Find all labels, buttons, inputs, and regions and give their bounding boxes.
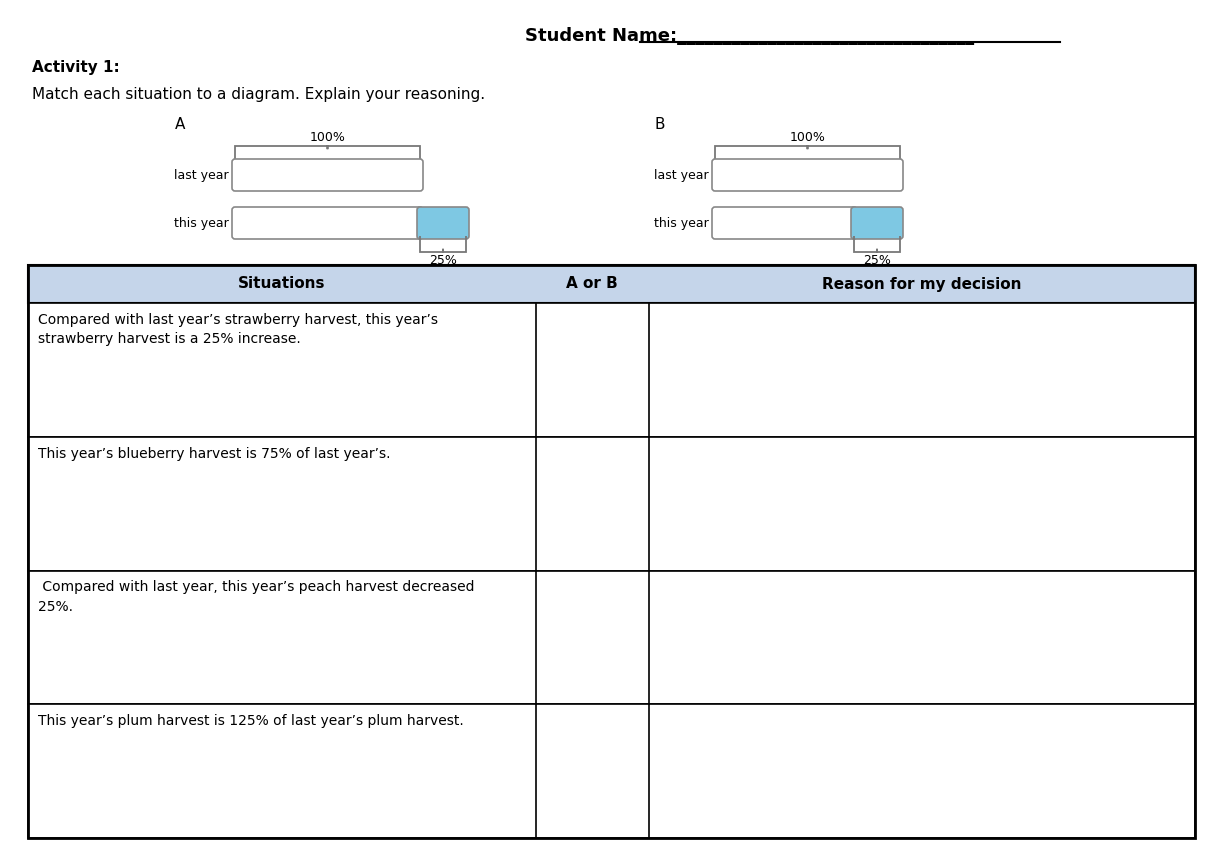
FancyBboxPatch shape [712,207,857,239]
Text: this year: this year [654,217,709,230]
Text: 25%: 25% [863,254,890,267]
Text: Student Name:_________________________________: Student Name:___________________________… [526,27,975,45]
Text: Compared with last year, this year’s peach harvest decreased
25%.: Compared with last year, this year’s pea… [38,580,475,614]
Text: This year’s plum harvest is 125% of last year’s plum harvest.: This year’s plum harvest is 125% of last… [38,715,464,728]
FancyBboxPatch shape [28,437,1195,570]
FancyBboxPatch shape [28,303,1195,437]
FancyBboxPatch shape [712,159,903,191]
FancyBboxPatch shape [28,704,1195,838]
Text: Reason for my decision: Reason for my decision [822,277,1021,292]
Text: A: A [175,117,186,132]
Text: Activity 1:: Activity 1: [32,60,120,75]
FancyBboxPatch shape [851,207,903,239]
FancyBboxPatch shape [28,570,1195,704]
FancyBboxPatch shape [232,159,423,191]
Text: this year: this year [174,217,229,230]
Text: 100%: 100% [790,131,826,144]
Text: last year: last year [175,169,229,181]
Text: Situations: Situations [238,277,325,292]
Text: 25%: 25% [429,254,457,267]
FancyBboxPatch shape [28,265,1195,303]
Text: B: B [656,117,665,132]
Text: Match each situation to a diagram. Explain your reasoning.: Match each situation to a diagram. Expla… [32,87,486,102]
FancyBboxPatch shape [417,207,468,239]
Text: A or B: A or B [566,277,618,292]
Text: 100%: 100% [309,131,345,144]
Text: This year’s blueberry harvest is 75% of last year’s.: This year’s blueberry harvest is 75% of … [38,446,390,461]
Text: last year: last year [654,169,709,181]
FancyBboxPatch shape [232,207,423,239]
Text: Compared with last year’s strawberry harvest, this year’s
strawberry harvest is : Compared with last year’s strawberry har… [38,313,438,347]
